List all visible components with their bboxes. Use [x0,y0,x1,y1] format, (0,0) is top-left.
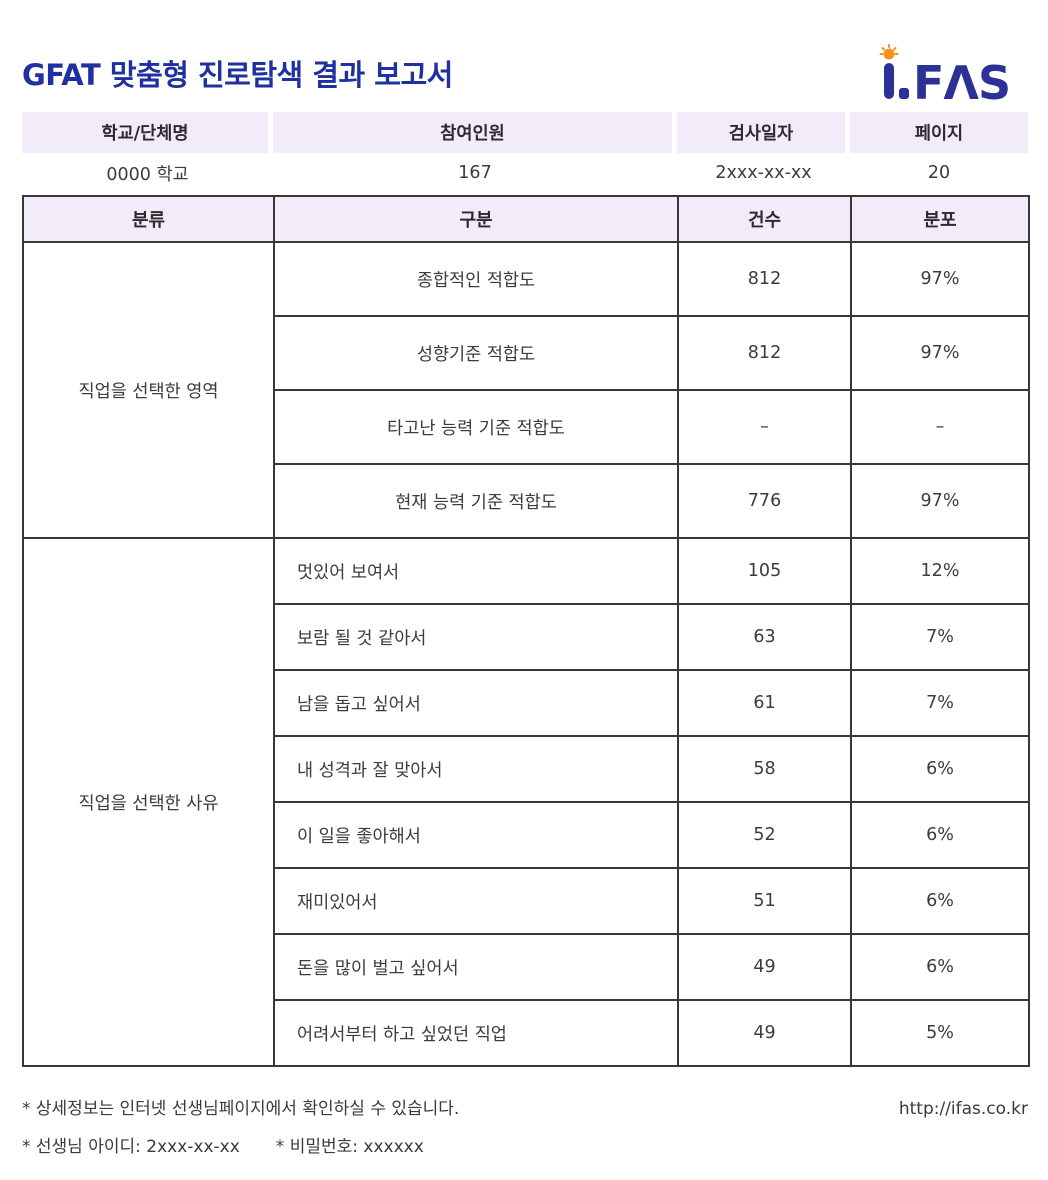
row-label: 남을 돕고 싶어서 [273,669,679,737]
row-percent: 7% [850,669,1030,737]
row-label: 재미있어서 [273,867,679,935]
info-value-school: 0000 학교 [106,164,189,185]
row-count: 52 [677,801,852,869]
row-label: 어려서부터 하고 싶었던 직업 [273,999,679,1067]
row-count: 58 [677,735,852,803]
table-row: 돈을 많이 벌고 싶어서 49 6% [23,933,1030,1001]
row-percent: 6% [850,867,1030,935]
row-percent: 5% [850,999,1030,1067]
row-count: 812 [677,315,852,391]
row-count: – [677,389,852,465]
result-table: 분류 구분 건수 분포 직업을 선택한 영역 종합적인 적합도 812 97% … [22,195,1030,1067]
header-bar: GFAT 맞춤형 진로탐색 결과 보고서 FΛS [22,42,1028,104]
logo-sun-icon [879,44,899,60]
row-label: 돈을 많이 벌고 싶어서 [273,933,679,1001]
row-percent: 6% [850,735,1030,803]
footer: * 상세정보는 인터넷 선생님페이지에서 확인하실 수 있습니다. http:/… [22,1094,1028,1157]
logo-dot [899,88,909,99]
logo-fas-text: FΛS [913,56,1010,104]
table-row: 남을 돕고 싶어서 61 7% [23,669,1030,737]
row-count: 812 [677,241,852,317]
table-row: 이 일을 좋아해서 52 6% [23,801,1030,869]
row-count: 776 [677,463,852,539]
table-row: 보람 될 것 같아서 63 7% [23,603,1030,671]
footer-url: http://ifas.co.kr [898,1099,1028,1119]
footer-teacher-id: * 선생님 아이디: 2xxx-xx-xx [22,1137,240,1157]
info-header-date: 검사일자 [677,112,850,153]
section-category-reasons: 직업을 선택한 사유 [22,537,275,1067]
row-percent: 7% [850,603,1030,671]
table-row: 직업을 선택한 사유 멋있어 보여서 105 12% [22,537,1030,1067]
col-header-category: 분류 [22,195,275,243]
footer-password: * 비밀번호: xxxxxx [275,1137,424,1157]
col-header-item: 구분 [273,195,679,243]
table-row: 성향기준 적합도 812 97% [23,315,1030,391]
row-label: 성향기준 적합도 [273,315,679,391]
table-row: 재미있어서 51 6% [23,867,1030,935]
row-count: 63 [677,603,852,671]
page-title: GFAT 맞춤형 진로탐색 결과 보고서 [22,58,453,92]
row-percent: 6% [850,801,1030,869]
col-header-count: 건수 [677,195,852,243]
row-label: 보람 될 것 같아서 [273,603,679,671]
footer-note-detail: * 상세정보는 인터넷 선생님페이지에서 확인하실 수 있습니다. [22,1099,460,1119]
row-label: 이 일을 좋아해서 [273,801,679,869]
row-percent: 12% [850,537,1030,605]
logo-i-stem [884,63,894,99]
row-percent: – [850,389,1030,465]
row-percent: 6% [850,933,1030,1001]
row-count: 51 [677,867,852,935]
row-count: 49 [677,999,852,1067]
info-header-page: 페이지 [850,112,1028,153]
info-table: 학교/단체명 참여인원 검사일자 페이지 0000 학교 167 2xxx-xx… [22,112,1028,193]
row-percent: 97% [850,463,1030,539]
col-header-distribution: 분포 [850,195,1030,243]
info-header-participants: 참여인원 [273,112,677,153]
row-label: 멋있어 보여서 [273,537,679,605]
table-row: 어려서부터 하고 싶었던 직업 49 5% [23,999,1030,1067]
info-value-page: 20 [927,163,951,183]
row-label: 현재 능력 기준 적합도 [273,463,679,539]
table-row: 내 성격과 잘 맞아서 58 6% [23,735,1030,803]
table-row: 타고난 능력 기준 적합도 – – [23,389,1030,465]
row-label: 종합적인 적합도 [273,241,679,317]
row-percent: 97% [850,241,1030,317]
result-table-header-row: 분류 구분 건수 분포 [22,195,1030,243]
row-count: 49 [677,933,852,1001]
row-count: 61 [677,669,852,737]
row-percent: 97% [850,315,1030,391]
info-header-school: 학교/단체명 [22,112,273,153]
info-value-participants: 167 [458,163,492,183]
footer-line-1: * 상세정보는 인터넷 선생님페이지에서 확인하실 수 있습니다. http:/… [22,1094,1028,1119]
row-label: 내 성격과 잘 맞아서 [273,735,679,803]
ifas-logo-icon: FΛS [879,44,1011,104]
section-category-areas: 직업을 선택한 영역 [22,241,275,539]
row-count: 105 [677,537,852,605]
table-row: 현재 능력 기준 적합도 776 97% [23,463,1030,539]
info-value-date: 2xxx-xx-xx [715,163,812,183]
table-row: 직업을 선택한 영역 종합적인 적합도 812 97% [22,241,1030,539]
row-label: 타고난 능력 기준 적합도 [273,389,679,465]
footer-line-2: * 선생님 아이디: 2xxx-xx-xx * 비밀번호: xxxxxx [22,1132,1028,1157]
